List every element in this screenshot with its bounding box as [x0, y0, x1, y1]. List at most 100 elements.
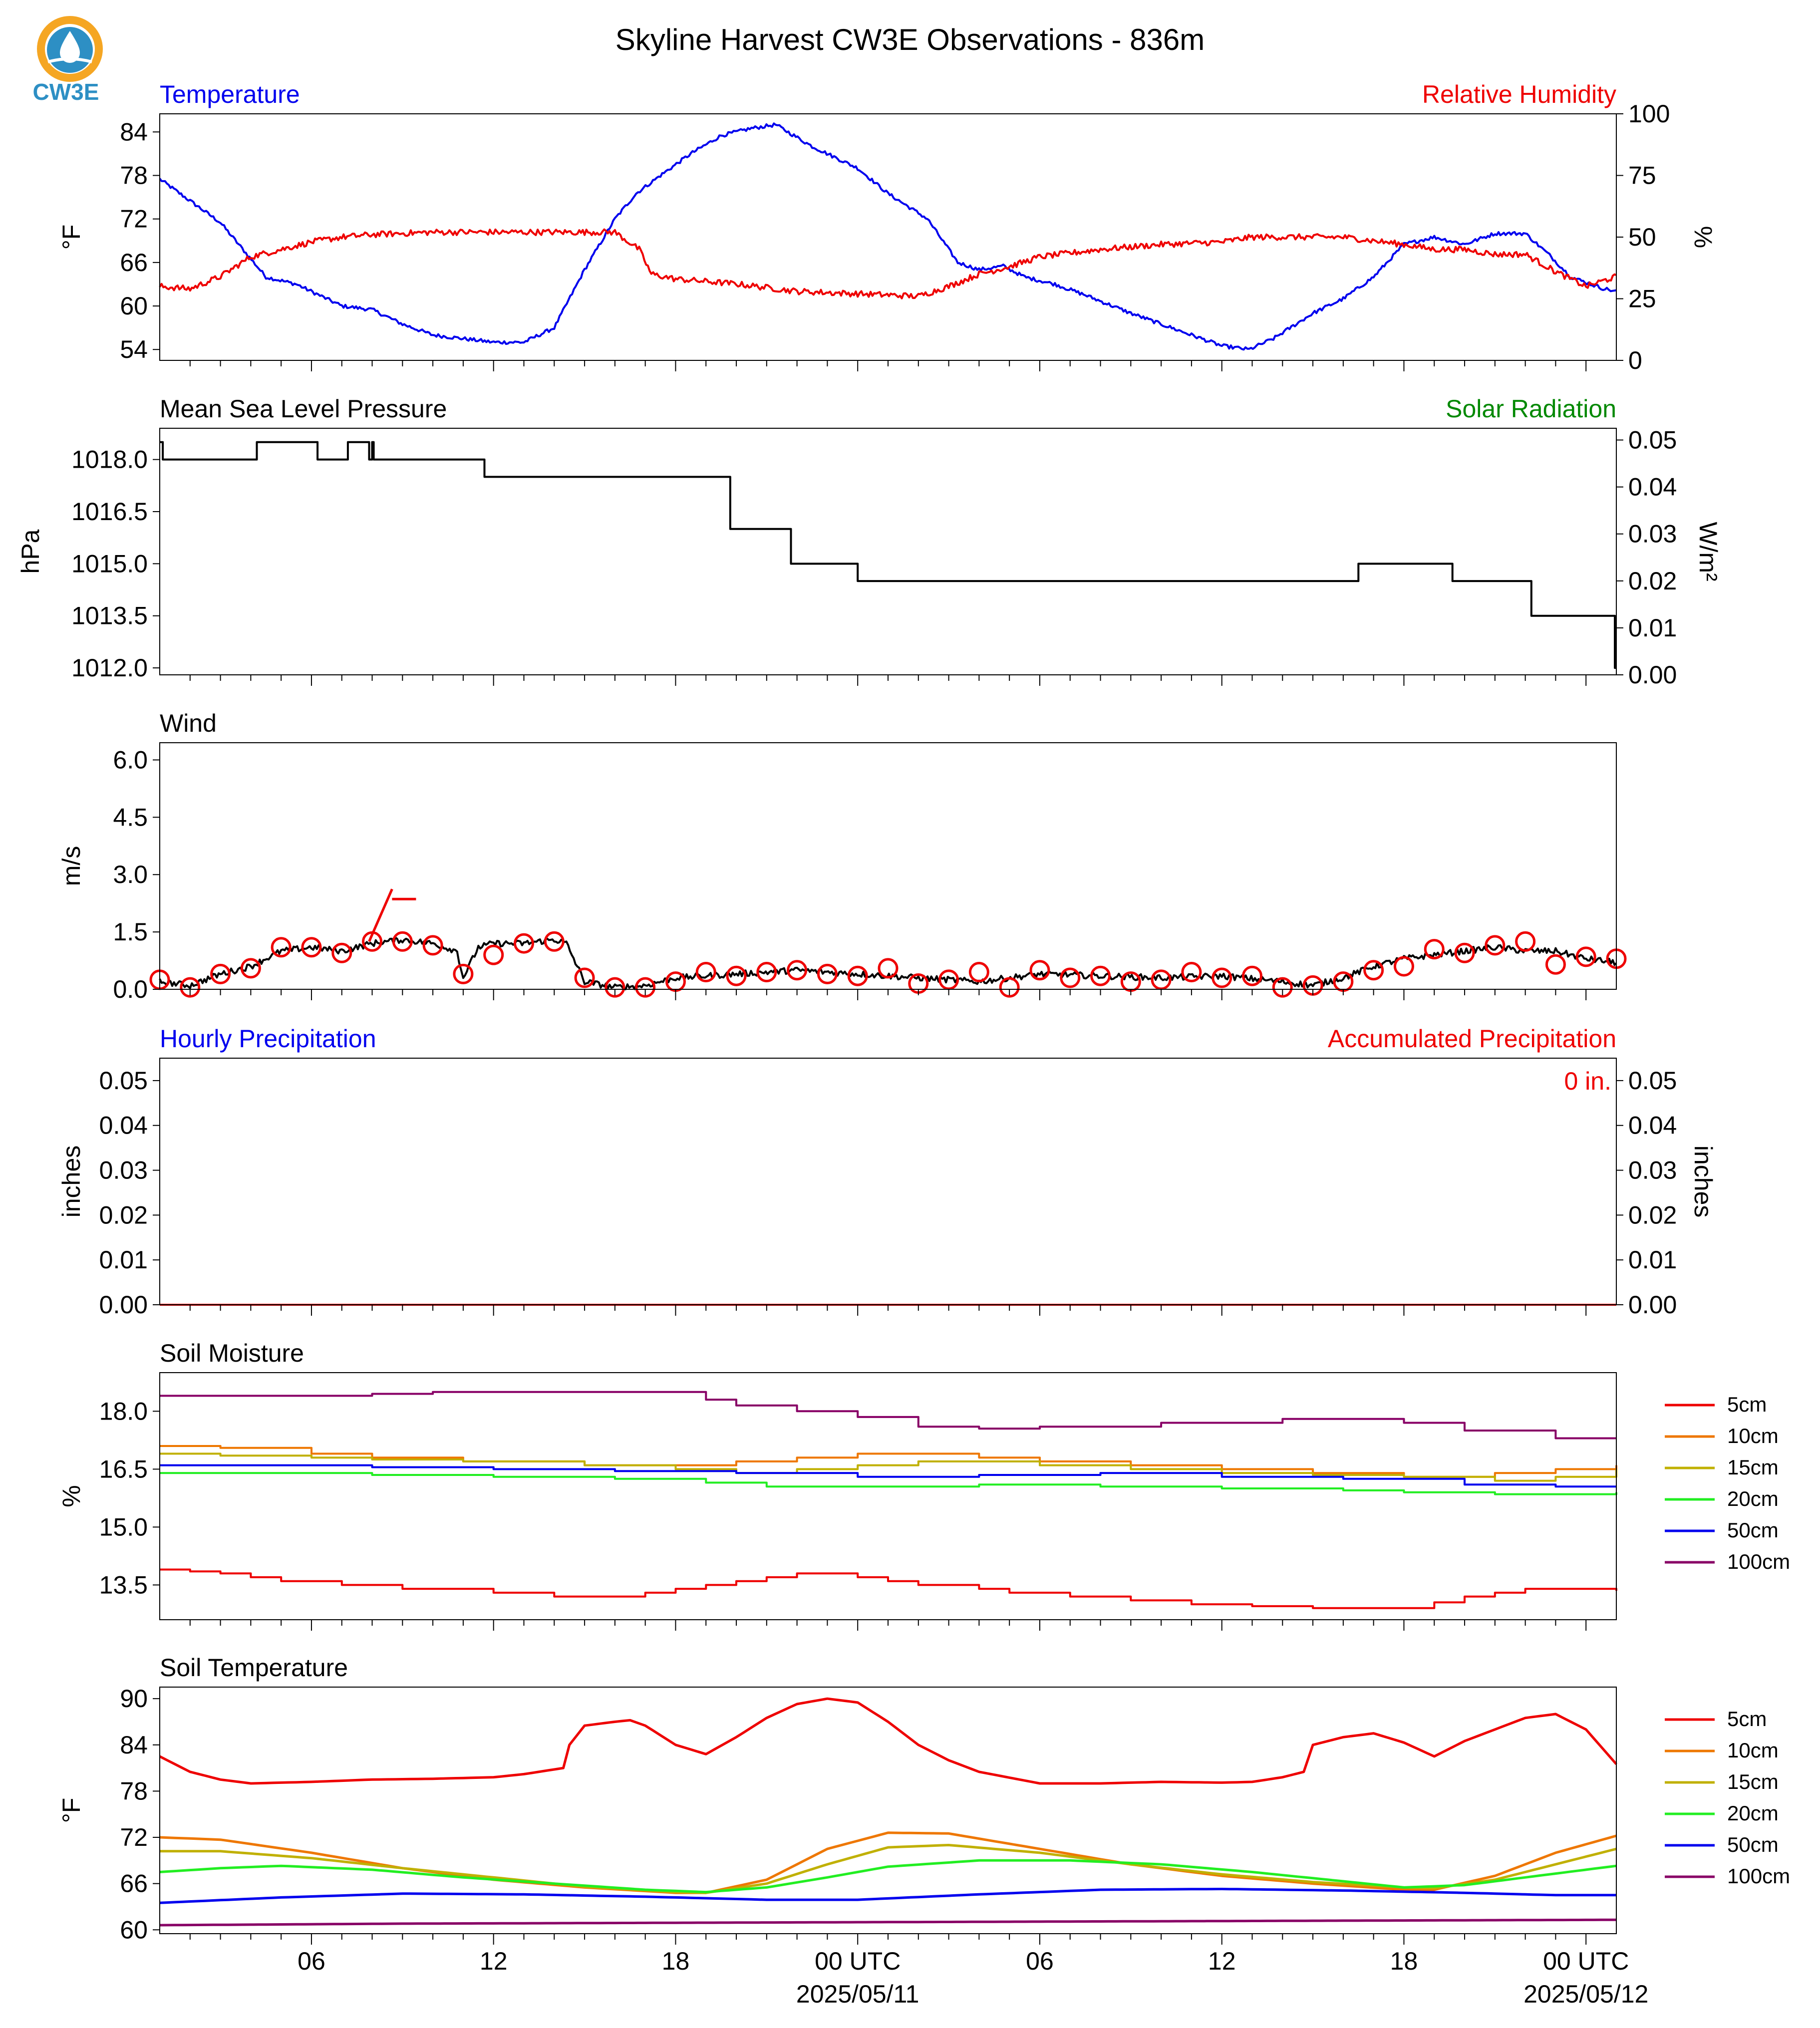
wind-gust-marker	[1454, 942, 1475, 963]
legend-label: 15cm	[1727, 1770, 1779, 1793]
y-tick-label: 78	[120, 162, 148, 190]
y-tick-label: 4.5	[113, 803, 148, 831]
series-line-50cm	[160, 1464, 1616, 1488]
panel-title: Mean Sea Level Pressure	[160, 395, 447, 423]
y-tick-label: 84	[120, 1731, 148, 1759]
y-tick-label: 1012.0	[71, 654, 148, 682]
cw3e-logo-text: CW3E	[33, 79, 99, 105]
y-tick-label: 1.5	[113, 918, 148, 946]
wind-gust-marker	[605, 977, 625, 998]
wind-gust-marker	[1060, 967, 1081, 988]
y-tick-label: 6.0	[113, 746, 148, 774]
wind-gust-marker	[1029, 960, 1050, 981]
series-line-1	[159, 228, 1617, 299]
figure-title: Skyline Harvest CW3E Observations - 836m	[615, 23, 1205, 56]
x-tick-label: 00 UTC	[815, 1947, 901, 1975]
wind-gust-marker	[1545, 954, 1566, 975]
wind-gust-marker	[422, 935, 443, 956]
legend-label: 50cm	[1727, 1833, 1779, 1856]
y-tick-label-right: 0.04	[1628, 1112, 1677, 1140]
y-tick-label: 60	[120, 1916, 148, 1944]
wind-gust-marker	[1424, 939, 1445, 960]
y-tick-label: 90	[120, 1685, 148, 1713]
legend-label: 10cm	[1727, 1424, 1779, 1448]
y-tick-label: 72	[120, 205, 148, 233]
wind-gust-marker	[1393, 956, 1414, 977]
series-line-5cm	[160, 1568, 1617, 1609]
panel-precip: Hourly Precipitation Accumulated Precipit…	[57, 1025, 1717, 1319]
y-tick-label: 0.04	[99, 1112, 148, 1140]
cw3e-logo: CW3E	[33, 16, 103, 105]
wind-gust-marker	[271, 937, 292, 958]
x-tick-label: 12	[1208, 1947, 1236, 1975]
y-tick-label: 1015.0	[71, 550, 148, 578]
y-axis-label-right: %	[1689, 226, 1717, 248]
wind-gust-marker	[240, 958, 261, 979]
y-axis-label: m/s	[57, 846, 85, 886]
x-tick-label: 06	[298, 1947, 325, 1975]
wind-gust-marker	[1151, 969, 1172, 990]
legend-label: 5cm	[1727, 1707, 1767, 1731]
wind-gust-marker	[938, 969, 959, 990]
y-tick-label-right: 0.05	[1628, 426, 1677, 454]
y-tick-label: 54	[120, 335, 148, 363]
wind-gust-marker	[817, 963, 838, 984]
y-tick-label: 3.0	[113, 861, 148, 888]
y-tick-label: 1013.5	[71, 602, 148, 630]
y-tick-label-right: 0.00	[1628, 1291, 1677, 1319]
legend-label: 5cm	[1727, 1393, 1767, 1416]
panel-soil_moisture: Soil Moisture 13.5 15.0 16.5 18.0% 5cm 10cm 15c…	[57, 1339, 1790, 1631]
series-line-20cm	[159, 1859, 1617, 1894]
wind-gust-marker	[331, 942, 352, 963]
wind-gust-marker	[1242, 965, 1262, 986]
y-tick-label-right: 50	[1628, 223, 1656, 251]
y-axis-label: inches	[57, 1146, 85, 1218]
wind-gust-marker	[847, 965, 868, 986]
wind-gust-marker	[1272, 977, 1293, 998]
wind-gust-marker	[301, 937, 322, 958]
wind-gust-marker	[514, 933, 534, 954]
y-tick-label: 60	[120, 292, 148, 320]
accumulated-precip-annotation: 0 in.	[1564, 1067, 1611, 1095]
y-axis-label-right: inches	[1689, 1146, 1717, 1218]
panel-title-right: Solar Radiation	[1446, 395, 1616, 423]
legend-label: 10cm	[1727, 1738, 1779, 1762]
wind-gust-marker	[787, 960, 808, 981]
panel-title: Soil Moisture	[160, 1339, 304, 1367]
wind-gust-marker	[968, 962, 989, 983]
y-tick-label: 0.02	[99, 1201, 148, 1229]
y-tick-label: 0.03	[99, 1157, 148, 1184]
y-tick-label: 13.5	[99, 1571, 148, 1599]
legend-label: 50cm	[1727, 1518, 1779, 1542]
wind-gust-marker	[999, 977, 1020, 998]
y-axis-label-right: W/m²	[1694, 522, 1722, 581]
y-tick-label: 84	[120, 118, 148, 146]
x-tick-label: 06	[1026, 1947, 1054, 1975]
y-tick-label: 0.0	[113, 975, 148, 1003]
wind-gust-marker	[726, 965, 747, 986]
cw3e-logo-drop-icon	[60, 31, 80, 63]
x-tick-label: 18	[662, 1947, 690, 1975]
series-line-0	[160, 441, 1616, 669]
wind-gust-marker	[878, 958, 899, 979]
panel-temp_rh: Temperature Relative Humidity 54 60 66 72 78 84…	[57, 80, 1717, 374]
x-tick-label: 12	[480, 1947, 508, 1975]
panel-title: Wind	[160, 709, 217, 737]
cw3e-logo-ring-icon	[37, 16, 103, 82]
panel-wind: Wind 0.0 1.5 3.0 4.5 6.0 m/s	[57, 709, 1627, 1003]
y-tick-label-right: 0.03	[1628, 1157, 1677, 1184]
y-tick-label: 18.0	[99, 1397, 148, 1425]
legend-label: 100cm	[1727, 1550, 1790, 1573]
panels: Temperature Relative Humidity 54 60 66 72 78 84…	[16, 80, 1790, 1945]
wind-gust-marker	[1485, 935, 1506, 956]
x-tick-label: 00 UTC	[1543, 1947, 1629, 1975]
panel-title-right: Accumulated Precipitation	[1328, 1025, 1616, 1053]
cw3e-logo-wave-icon	[47, 57, 92, 63]
y-tick-label-right: 0	[1628, 346, 1642, 374]
wind-gust-marker	[756, 962, 777, 983]
x-tick-label: 18	[1390, 1947, 1418, 1975]
wind-gust-marker	[574, 967, 595, 988]
x-date-label: 2025/05/11	[796, 1980, 919, 2008]
y-tick-label: 1018.0	[71, 446, 148, 474]
wind-gust-marker	[544, 931, 565, 952]
